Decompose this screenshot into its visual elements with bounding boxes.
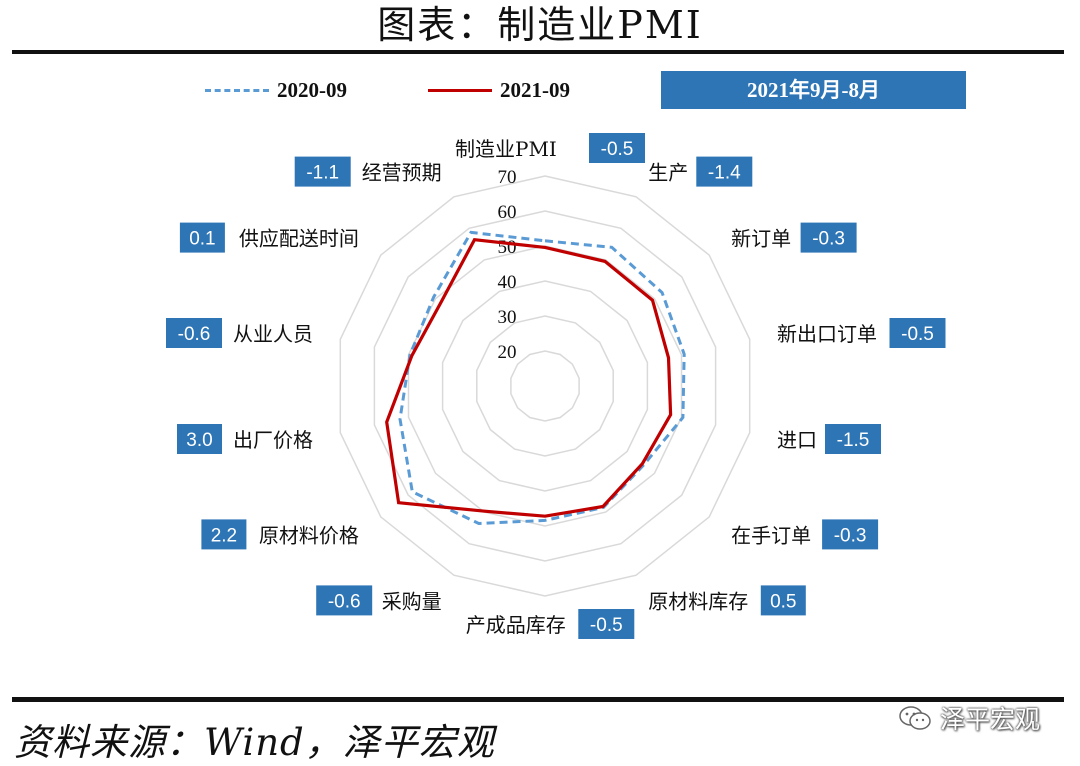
- change-badge-12: [179, 222, 225, 253]
- grid-ring-50: [407, 245, 683, 527]
- category-label-1: 生产: [648, 161, 688, 185]
- top-rule: [12, 50, 1064, 54]
- grid-ring-30: [476, 315, 614, 457]
- bottom-rule: [12, 697, 1064, 702]
- change-value-7: -0.5: [590, 615, 623, 636]
- legend-item-2020: 2020-09: [205, 72, 347, 108]
- change-value-13: -1.1: [306, 163, 339, 184]
- tick-label-60: 60: [498, 202, 517, 223]
- change-badge-13: [294, 156, 351, 187]
- change-value-11: -0.6: [178, 324, 211, 345]
- legend-swatch-solid: [428, 88, 492, 92]
- tick-label-50: 50: [498, 237, 517, 258]
- category-label-9: 原材料价格: [259, 523, 359, 547]
- change-value-4: -1.5: [837, 430, 870, 451]
- change-badge-5: [822, 519, 879, 550]
- change-badge-1: [696, 156, 753, 187]
- category-label-2: 新订单: [731, 227, 791, 251]
- tick-label-40: 40: [498, 272, 517, 293]
- legend-swatch-dashed: [205, 88, 269, 92]
- legend-label-2020: 2020-09: [277, 77, 347, 102]
- category-label-11: 从业人员: [233, 322, 313, 346]
- chart-title: 图表：制造业PMI: [377, 3, 703, 47]
- series-line-2020-09: [398, 230, 686, 526]
- change-value-5: -0.3: [834, 525, 867, 546]
- category-label-10: 出厂价格: [233, 428, 313, 452]
- change-value-3: -0.5: [901, 324, 934, 345]
- change-badge-9: [201, 519, 247, 550]
- tick-label-70: 70: [498, 167, 517, 188]
- period-badge: 2021年9月-8月: [661, 71, 966, 109]
- change-badge-3: [889, 318, 946, 348]
- watermark-text: 泽平宏观: [940, 705, 1041, 734]
- category-label-0: 制造业PMI: [455, 137, 557, 161]
- grid-ring-40: [441, 280, 649, 492]
- change-badge-8: [316, 585, 373, 616]
- change-badge-7: [578, 609, 635, 639]
- category-label-6: 原材料库存: [648, 589, 748, 613]
- tick-label-30: 30: [498, 307, 517, 328]
- category-label-7: 产成品库存: [466, 613, 566, 637]
- change-value-6: 0.5: [770, 591, 796, 612]
- series-line-2021-09: [385, 237, 673, 518]
- grid-ring-60: [373, 210, 717, 562]
- change-value-1: -1.4: [708, 163, 741, 184]
- category-label-12: 供应配送时间: [239, 227, 359, 251]
- wechat-icon: [899, 706, 931, 730]
- change-badge-2: [800, 222, 857, 253]
- category-label-5: 在手订单: [731, 523, 811, 547]
- grid-ring-20: [510, 350, 580, 422]
- change-badge-11: [166, 318, 222, 348]
- category-label-4: 进口: [777, 428, 817, 452]
- change-value-12: 0.1: [189, 229, 215, 250]
- watermark: 泽平宏观: [898, 700, 1040, 736]
- category-label-8: 采购量: [382, 589, 442, 613]
- change-badge-0: [589, 133, 645, 163]
- change-badge-10: [177, 424, 222, 454]
- tick-label-20: 20: [498, 342, 517, 363]
- change-value-10: 3.0: [186, 430, 212, 451]
- source-note: 资料来源：Wind，泽平宏观: [14, 721, 495, 764]
- category-label-13: 经营预期: [362, 161, 442, 185]
- category-label-3: 新出口订单: [777, 322, 877, 346]
- change-value-0: -0.5: [601, 139, 634, 160]
- change-value-9: 2.2: [211, 525, 237, 546]
- legend-item-2021: 2021-09: [428, 72, 570, 108]
- change-value-8: -0.6: [328, 591, 361, 612]
- change-badge-6: [760, 585, 806, 616]
- legend-label-2021: 2021-09: [500, 77, 570, 102]
- grid-ring-70: [339, 175, 751, 597]
- change-badge-4: [825, 424, 881, 454]
- change-value-2: -0.3: [812, 229, 845, 250]
